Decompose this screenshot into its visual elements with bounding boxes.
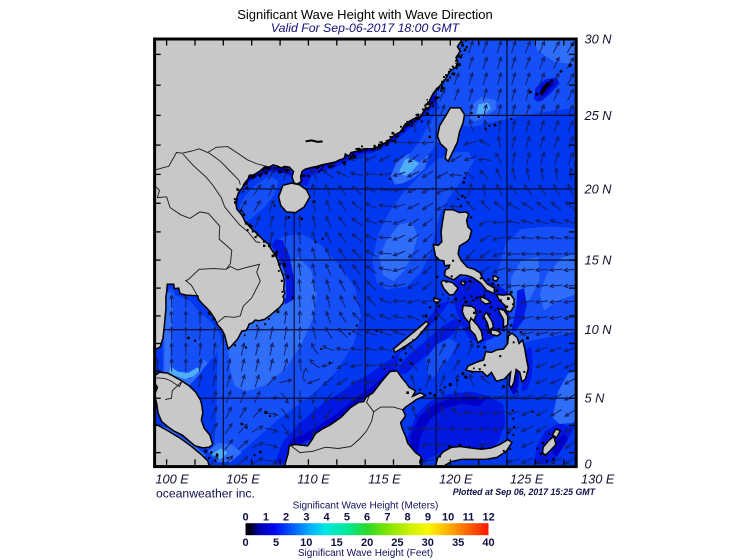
svg-text:30 N: 30 N: [585, 31, 613, 46]
svg-text:oceanweather inc.: oceanweather inc.: [156, 487, 255, 501]
svg-text:100 E: 100 E: [155, 472, 189, 487]
svg-text:120 E: 120 E: [439, 472, 473, 487]
svg-text:5: 5: [344, 511, 350, 523]
svg-text:35: 35: [452, 537, 464, 549]
svg-text:11: 11: [463, 511, 475, 523]
svg-text:0: 0: [243, 511, 249, 523]
svg-text:8: 8: [405, 511, 411, 523]
svg-text:12: 12: [482, 511, 494, 523]
svg-text:25: 25: [391, 537, 403, 549]
svg-text:1: 1: [263, 511, 269, 523]
svg-text:30: 30: [422, 537, 434, 549]
svg-text:10: 10: [300, 537, 312, 549]
svg-text:7: 7: [384, 511, 390, 523]
svg-text:110 E: 110 E: [297, 472, 330, 487]
svg-text:125 E: 125 E: [510, 472, 544, 487]
svg-text:5 N: 5 N: [585, 391, 606, 406]
svg-text:25 N: 25 N: [584, 108, 613, 123]
svg-text:10 N: 10 N: [585, 322, 613, 337]
svg-text:115 E: 115 E: [368, 472, 401, 487]
svg-text:20 N: 20 N: [584, 181, 613, 196]
svg-text:5: 5: [273, 537, 279, 549]
svg-text:Significant Wave Height with W: Significant Wave Height with Wave Direct…: [237, 7, 493, 22]
svg-text:0: 0: [585, 456, 593, 471]
svg-text:105 E: 105 E: [226, 472, 260, 487]
svg-text:4: 4: [324, 511, 331, 523]
svg-text:2: 2: [283, 511, 289, 523]
svg-text:130 E: 130 E: [581, 472, 615, 487]
svg-text:9: 9: [425, 511, 431, 523]
svg-text:15 N: 15 N: [585, 253, 613, 268]
svg-text:40: 40: [482, 537, 494, 549]
svg-text:Significant Wave Height (Feet): Significant Wave Height (Feet): [298, 548, 433, 559]
svg-text:15: 15: [331, 537, 343, 549]
svg-text:0: 0: [243, 537, 249, 549]
svg-text:Significant Wave Height (Meter: Significant Wave Height (Meters): [293, 501, 439, 512]
svg-text:20: 20: [361, 537, 373, 549]
svg-text:Plotted at Sep 06, 2017 15:25: Plotted at Sep 06, 2017 15:25 GMT: [453, 487, 596, 497]
svg-text:10: 10: [442, 511, 454, 523]
svg-text:3: 3: [303, 511, 309, 523]
svg-text:Valid For Sep-06-2017 18:00 GM: Valid For Sep-06-2017 18:00 GMT: [271, 21, 461, 35]
svg-text:6: 6: [364, 511, 370, 523]
